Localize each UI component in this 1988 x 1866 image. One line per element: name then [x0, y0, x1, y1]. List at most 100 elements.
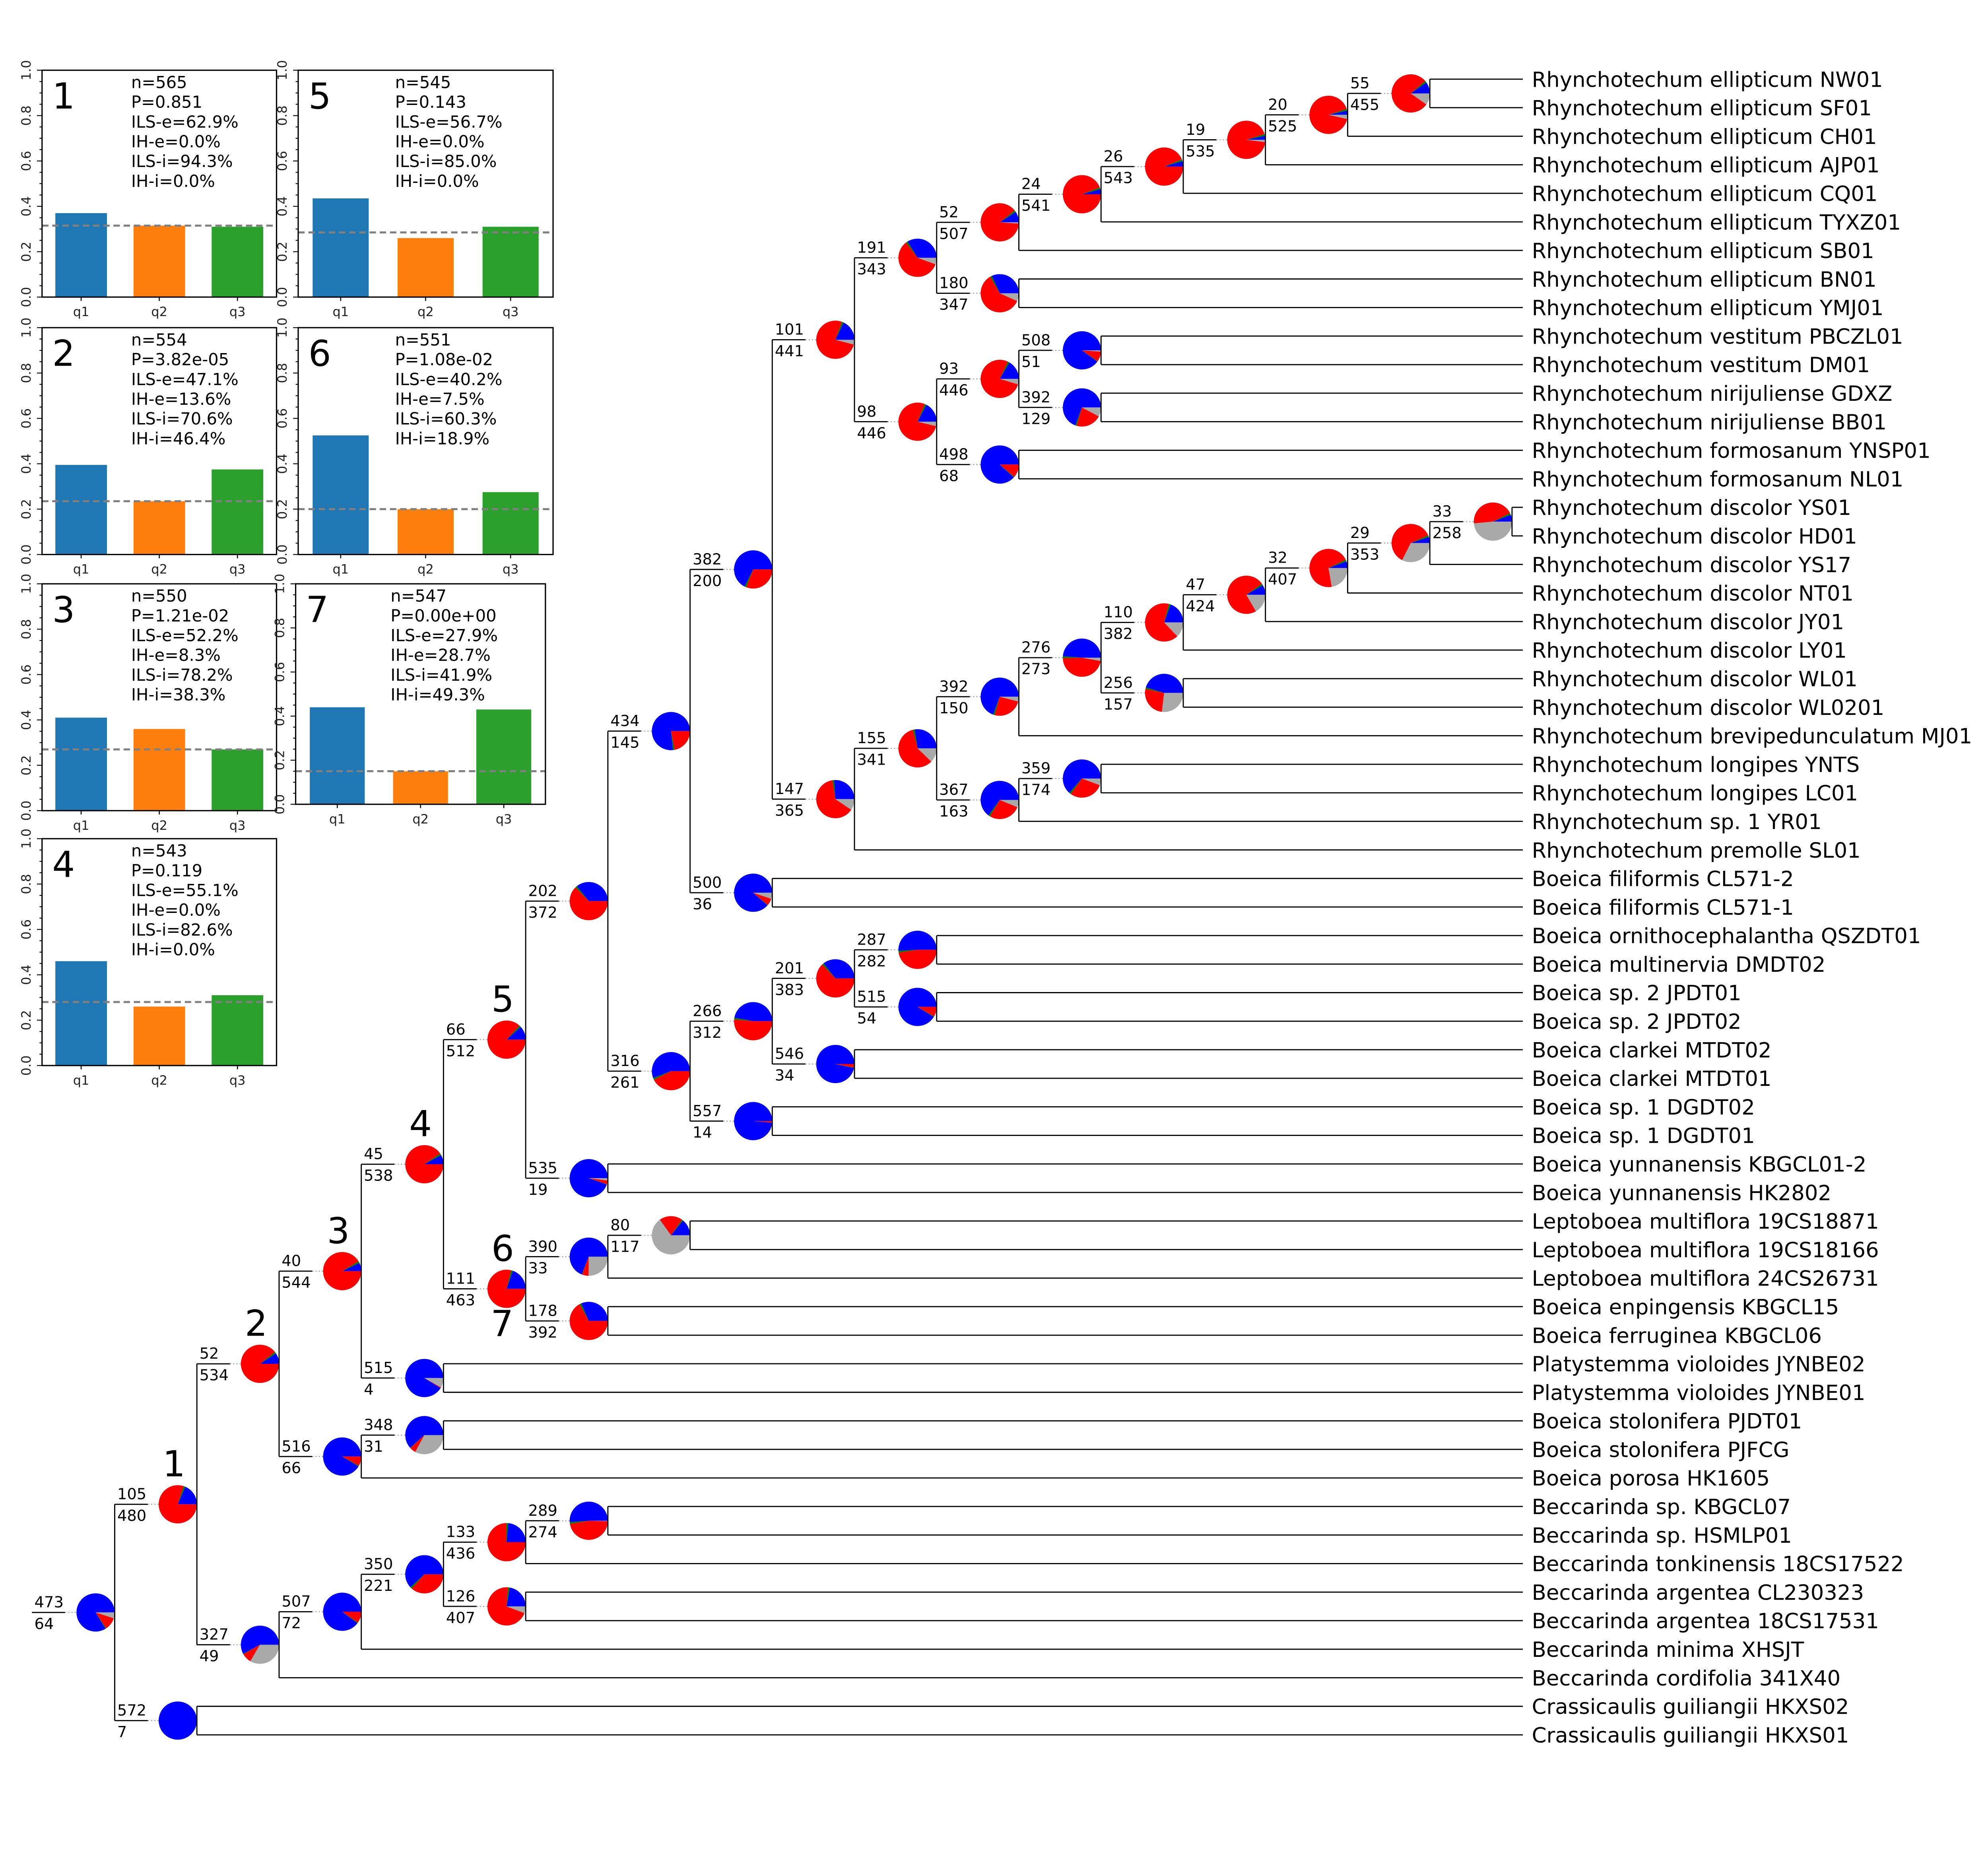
pie-main-alternative — [323, 1252, 361, 1290]
pie-concordant — [1063, 331, 1101, 370]
y-tick-label: 0.0 — [19, 287, 34, 307]
bar-q2 — [133, 729, 185, 811]
panel-stat-line: IH-e=0.0% — [131, 900, 221, 920]
pie-main-alternative — [1145, 603, 1177, 642]
support-conflicting: 341 — [857, 751, 886, 769]
panel-stat-line: IH-i=46.4% — [131, 429, 225, 448]
pie-second-alternative — [906, 241, 918, 258]
panel-stat-line: P=1.08e-02 — [395, 350, 493, 369]
pie-concordant — [342, 1263, 361, 1271]
tip-label: Boeica yunnanensis HK2802 — [1532, 1181, 1832, 1205]
support-concordant: 26 — [1104, 148, 1123, 165]
x-tick-label: q2 — [417, 304, 434, 319]
pie-second-alternative — [569, 1520, 589, 1524]
pie-main-alternative — [243, 1645, 260, 1662]
x-tick-label: q2 — [151, 304, 167, 319]
panel-stat-line: n=543 — [131, 841, 187, 860]
panel-stat-line: ILS-e=62.9% — [131, 112, 239, 132]
panel-stat-line: ILS-i=70.6% — [131, 409, 233, 429]
pie-concordant — [76, 1593, 115, 1632]
support-conflicting: 274 — [528, 1523, 557, 1541]
tip-label: Rhynchotechum discolor NT01 — [1532, 582, 1854, 606]
y-tick-label: 0.6 — [272, 662, 287, 682]
support-conflicting: 538 — [364, 1167, 393, 1185]
support-concordant: 289 — [528, 1502, 557, 1520]
pie-main-alternative — [898, 242, 936, 277]
pie-second-alternative — [822, 963, 835, 979]
support-conflicting: 365 — [775, 802, 804, 819]
pie-second-alternative — [993, 697, 1000, 715]
support-conflicting: 7 — [117, 1723, 127, 1741]
support-conflicting: 129 — [1021, 410, 1050, 428]
tip-label: Rhynchotechum formosanum NL01 — [1532, 467, 1904, 491]
panel-number: 6 — [309, 333, 331, 375]
pie-second-alternative — [835, 322, 844, 340]
support-conflicting: 446 — [857, 424, 886, 442]
pie-main-alternative — [159, 1485, 197, 1524]
tip-label: Boeica stolonifera PJFCG — [1532, 1438, 1790, 1462]
y-tick-label: 0.6 — [275, 408, 290, 429]
panel-stat-line: ILS-i=94.3% — [131, 151, 233, 171]
pie-second-alternative — [1082, 187, 1101, 194]
bar-q3 — [476, 709, 532, 804]
bar-panel-1: q1 q2 q30.00.20.40.60.81.01 n=565P=0.851ILS… — [19, 60, 278, 319]
tip-label: Rhynchotechum nirijuliense BB01 — [1532, 410, 1887, 435]
pie-second-alternative — [753, 893, 768, 906]
tip-label: Leptoboea multiflora 19CS18166 — [1532, 1238, 1879, 1262]
node-mark-4: 4 — [409, 1104, 432, 1145]
panel-stat-line: IH-i=0.0% — [131, 171, 215, 191]
bar-q1 — [310, 707, 365, 804]
y-tick-label: 0.2 — [19, 242, 34, 262]
pie-second-alternative — [95, 1612, 106, 1629]
pie-second-alternative — [1000, 361, 1010, 379]
node-mark-2: 2 — [245, 1303, 268, 1345]
panel-stat-line: ILS-i=82.6% — [131, 920, 233, 940]
support-concordant: 498 — [939, 445, 968, 463]
support-conflicting: 64 — [35, 1615, 54, 1633]
support-conflicting: 353 — [1350, 546, 1379, 563]
pie-concordant — [898, 988, 937, 1026]
pie-second-alternative — [342, 1456, 359, 1467]
x-tick-label: q2 — [412, 812, 429, 827]
pie-main-alternative — [816, 780, 851, 818]
y-tick-label: 1.0 — [275, 318, 290, 338]
pie-second-alternative — [178, 1719, 197, 1721]
pie-uninformative — [588, 1178, 608, 1181]
pie-concordant — [734, 550, 773, 587]
support-concordant: 390 — [528, 1238, 557, 1256]
bar-q2 — [133, 501, 185, 555]
pie-concordant — [992, 274, 1019, 293]
tip-label: Platystemma violoides JYNBE02 — [1532, 1352, 1866, 1377]
tip-label: Rhynchotechum ellipticum BN01 — [1532, 268, 1877, 292]
pie-second-alternative — [1000, 210, 1016, 223]
pie-second-alternative — [575, 886, 589, 901]
pie-second-alternative — [178, 1486, 185, 1505]
pie-second-alternative — [1069, 779, 1082, 794]
pie-uninformative — [1082, 658, 1101, 661]
panel-stat-line: P=0.143 — [395, 92, 466, 112]
panel-stat-line: P=0.00e+00 — [390, 606, 496, 625]
pie-second-alternative — [342, 1612, 358, 1623]
support-conflicting: 34 — [775, 1067, 794, 1085]
pie-concordant — [507, 1027, 526, 1040]
support-conflicting: 407 — [446, 1609, 475, 1627]
pie-second-alternative — [753, 1121, 773, 1123]
pie-concordant — [569, 1237, 608, 1275]
pie-concordant — [260, 1353, 279, 1364]
pie-second-alternative — [1164, 159, 1182, 167]
pie-main-alternative — [1082, 350, 1101, 361]
y-tick-label: 1.0 — [19, 318, 34, 338]
tree-node: 111 463 6 — [443, 1228, 526, 1321]
pie-second-alternative — [1145, 687, 1164, 693]
pie-main-alternative — [570, 1520, 608, 1540]
support-conflicting: 117 — [610, 1238, 639, 1256]
pie-concordant — [652, 712, 690, 750]
